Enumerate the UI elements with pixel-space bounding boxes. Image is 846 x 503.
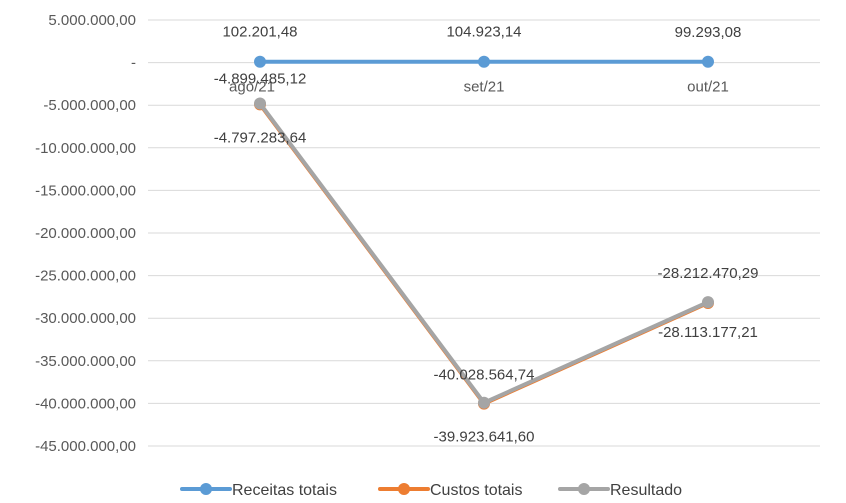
y-tick-label: -5.000.000,00 — [43, 97, 136, 114]
data-label: -40.028.564,74 — [434, 367, 535, 384]
legend-item: Resultado — [558, 482, 682, 499]
data-labels: 102.201,48 104.923,14 99.293,08 -4.899.485,… — [214, 24, 759, 446]
y-tick-label: -20.000.000,00 — [35, 225, 136, 242]
data-label: 99.293,08 — [675, 24, 742, 41]
data-point — [702, 55, 714, 68]
data-label: -39.923.641,60 — [434, 429, 535, 446]
series-line — [258, 101, 710, 405]
data-point — [702, 296, 714, 309]
legend-item: Custos totais — [378, 482, 522, 499]
x-axis-categories: ago/21 set/21 out/21 — [229, 79, 729, 96]
legend-marker — [578, 483, 590, 495]
legend-marker — [398, 483, 410, 495]
data-label: 104.923,14 — [446, 24, 521, 41]
y-tick-label: - — [131, 55, 136, 72]
data-point — [478, 55, 490, 68]
series-custos-totais — [254, 98, 714, 410]
y-tick-label: -30.000.000,00 — [35, 310, 136, 327]
legend-label: Resultado — [610, 482, 682, 499]
y-tick-label: -10.000.000,00 — [35, 140, 136, 157]
y-tick-label: -35.000.000,00 — [35, 353, 136, 370]
y-tick-label: -40.000.000,00 — [35, 395, 136, 412]
legend-label: Custos totais — [430, 482, 522, 499]
y-axis-ticks: 5.000.000,00 - -5.000.000,00 -10.000.000,00… — [35, 12, 136, 455]
data-label: -28.113.177,21 — [658, 324, 758, 341]
y-tick-label: -45.000.000,00 — [35, 438, 136, 455]
legend-item: Receitas totais — [180, 482, 337, 499]
y-tick-label: -15.000.000,00 — [35, 182, 136, 199]
data-point — [478, 396, 490, 409]
data-label: -4.797.283,64 — [214, 129, 307, 146]
y-tick-label: -25.000.000,00 — [35, 268, 136, 285]
legend-label: Receitas totais — [232, 482, 337, 499]
data-label: -28.212.470,29 — [658, 265, 759, 282]
legend: Receitas totais Custos totais Resultado — [180, 482, 682, 499]
series-receitas-totais — [254, 55, 714, 68]
series-resultado — [254, 97, 714, 409]
data-point — [254, 55, 266, 68]
data-label: 102.201,48 — [222, 24, 297, 41]
y-tick-label: 5.000.000,00 — [48, 12, 136, 29]
x-category-label: set/21 — [464, 79, 505, 96]
series-lines — [254, 55, 714, 410]
data-label: -4.899.485,12 — [214, 70, 307, 87]
x-category-label: out/21 — [687, 79, 729, 96]
legend-marker — [200, 483, 212, 495]
series-line — [258, 102, 710, 406]
data-point — [254, 97, 266, 110]
x-category-label: ago/21 — [229, 79, 275, 96]
